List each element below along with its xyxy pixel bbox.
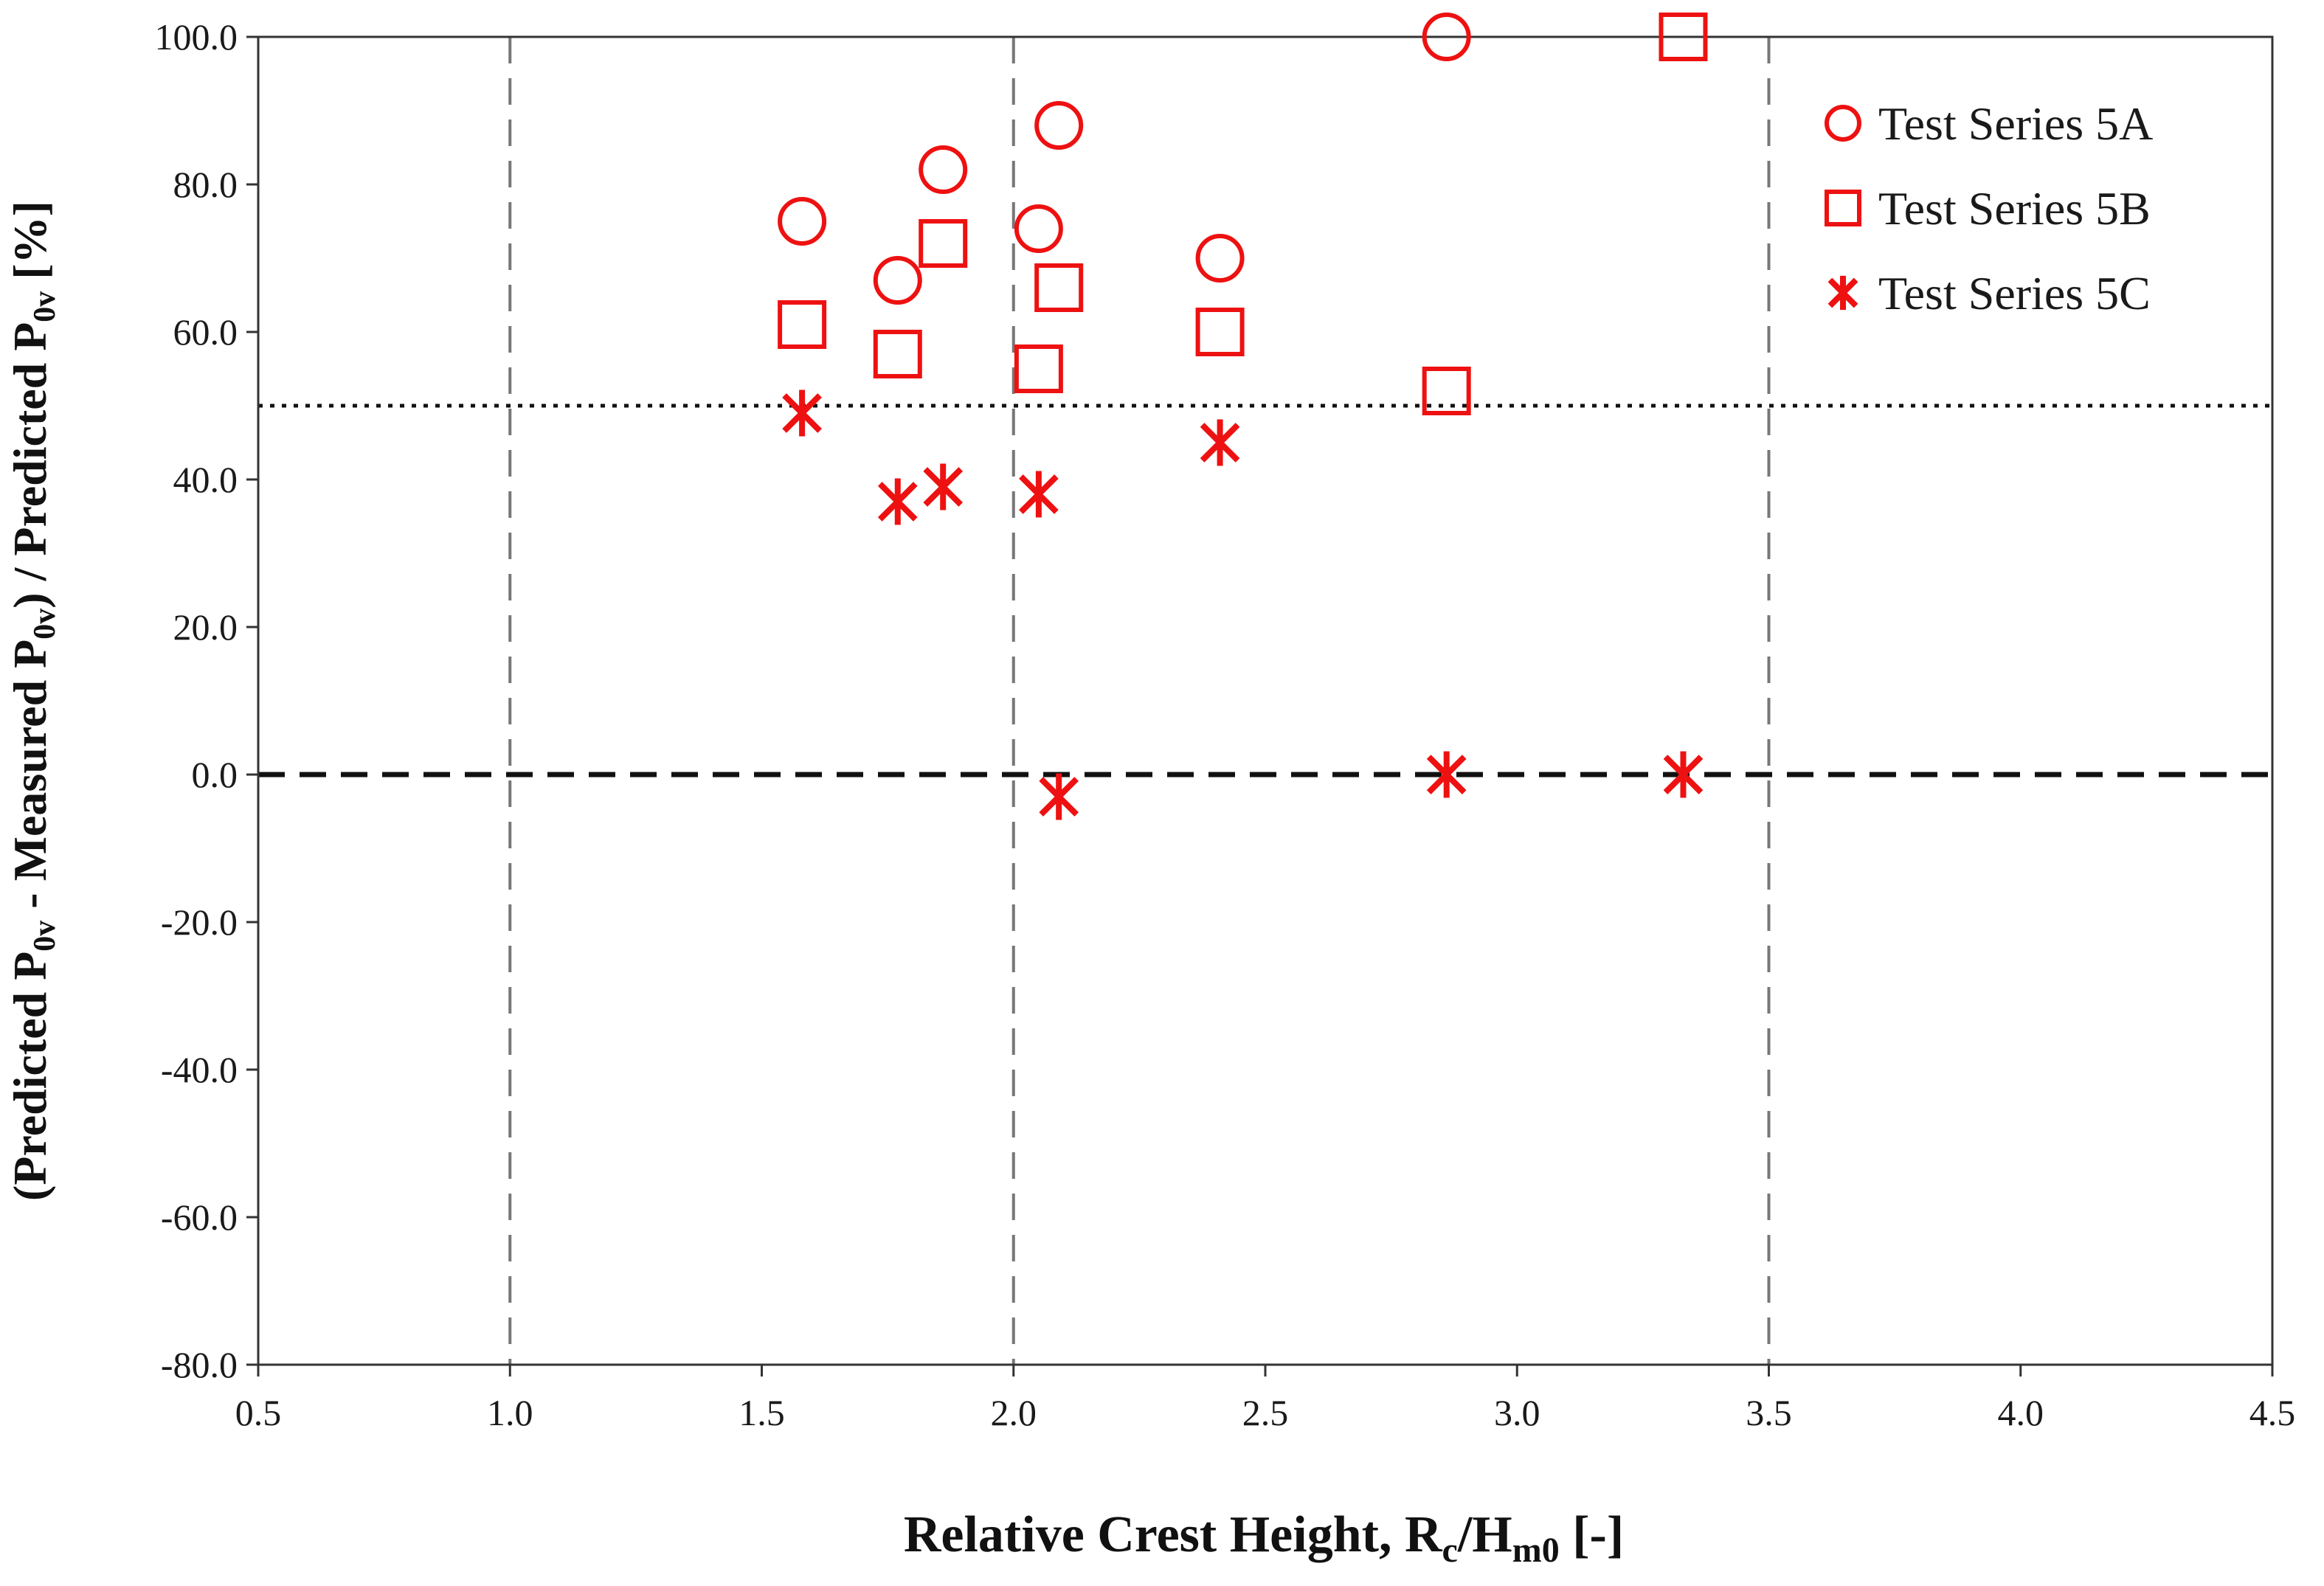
y-tick-label: -20.0 — [161, 901, 238, 943]
data-point-star — [1663, 751, 1704, 798]
y-tick-label: 100.0 — [155, 16, 238, 58]
y-tick-label: 40.0 — [173, 459, 238, 500]
x-tick-label: 1.5 — [739, 1392, 785, 1433]
data-point-circle — [873, 256, 922, 305]
data-point-circle — [1195, 234, 1245, 283]
data-point-circle — [778, 197, 827, 246]
y-axis-title-part4: [%] — [4, 201, 56, 291]
y-axis-title: (Predicted P0v - Measured P0v) / Predict… — [4, 201, 62, 1201]
x-axis-ticks: 0.5 1.0 1.5 2.0 2.5 3.0 3.5 4.0 4.5 — [235, 1365, 2296, 1433]
data-point-star — [923, 463, 964, 510]
x-tick-label: 2.0 — [991, 1392, 1037, 1433]
data-point-square — [873, 330, 922, 378]
legend-star-icon — [1827, 275, 1858, 311]
data-point-square — [1014, 344, 1063, 393]
legend-label: Test Series 5B — [1878, 182, 2151, 235]
x-tick-label: 3.5 — [1746, 1392, 1792, 1433]
y-axis-title-part3: ) / Predicted P — [4, 322, 56, 609]
data-point-circle — [1034, 101, 1084, 150]
y-axis-title-sub3: 0v — [28, 291, 62, 322]
data-point-star — [1426, 751, 1467, 798]
data-point-square — [1659, 13, 1708, 61]
x-tick-label: 3.0 — [1494, 1392, 1540, 1433]
x-axis-title-tail: [-] — [1560, 1506, 1624, 1563]
x-axis-title-mid: /H — [1457, 1506, 1512, 1563]
data-point-square — [1195, 308, 1245, 356]
x-axis-title-main: Relative Crest Height, R — [904, 1506, 1443, 1563]
y-axis-title-part1: (Predicted P — [4, 952, 56, 1201]
legend-square-icon — [1825, 190, 1861, 226]
data-point-square — [919, 219, 968, 268]
y-tick-label: -40.0 — [161, 1049, 238, 1090]
x-tick-label: 4.5 — [2249, 1392, 2296, 1433]
x-tick-label: 4.0 — [1998, 1392, 2044, 1433]
legend-label: Test Series 5A — [1878, 97, 2153, 150]
data-point-square — [1422, 367, 1471, 415]
x-axis-title-sub-c: c — [1442, 1531, 1458, 1570]
x-tick-label: 2.5 — [1242, 1392, 1289, 1433]
data-point-star — [1200, 419, 1240, 466]
y-axis-ticks: -80.0 -60.0 -40.0 -20.0 0.0 20.0 40.0 60.0 80.0 1… — [155, 16, 258, 1385]
legend-circle-icon — [1825, 105, 1861, 142]
data-point-square — [1034, 263, 1084, 312]
y-tick-label: -60.0 — [161, 1197, 238, 1238]
y-tick-label: 0.0 — [192, 754, 238, 795]
legend-label: Test Series 5C — [1878, 267, 2151, 319]
data-point-circle — [1422, 13, 1471, 61]
y-tick-label: 80.0 — [173, 164, 238, 205]
data-point-circle — [1014, 204, 1063, 253]
data-point-star — [1039, 773, 1079, 820]
y-tick-label: 60.0 — [173, 311, 238, 353]
data-point-star — [1019, 471, 1059, 518]
y-tick-label: -80.0 — [161, 1344, 238, 1385]
data-markers — [778, 13, 1708, 820]
y-tick-label: 20.0 — [173, 606, 238, 648]
x-axis-title-sub-m0: m0 — [1512, 1531, 1560, 1570]
x-axis-title: Relative Crest Height, Rc/Hm0 [-] — [904, 1506, 1624, 1570]
y-axis-title-sub1: 0v — [28, 921, 62, 952]
data-point-star — [782, 389, 822, 437]
data-point-star — [877, 478, 918, 525]
data-point-circle — [919, 145, 968, 194]
legend: Test Series 5A Test Series 5B Test Series … — [1825, 97, 2153, 319]
y-axis-title-part2: - Measured P — [4, 640, 56, 921]
reference-lines — [258, 37, 2272, 1365]
x-tick-label: 1.0 — [487, 1392, 533, 1433]
y-axis-title-sub2: 0v — [28, 609, 62, 640]
plot-area-frame — [257, 35, 2274, 1366]
x-tick-label: 0.5 — [235, 1392, 282, 1433]
data-point-square — [778, 300, 827, 349]
